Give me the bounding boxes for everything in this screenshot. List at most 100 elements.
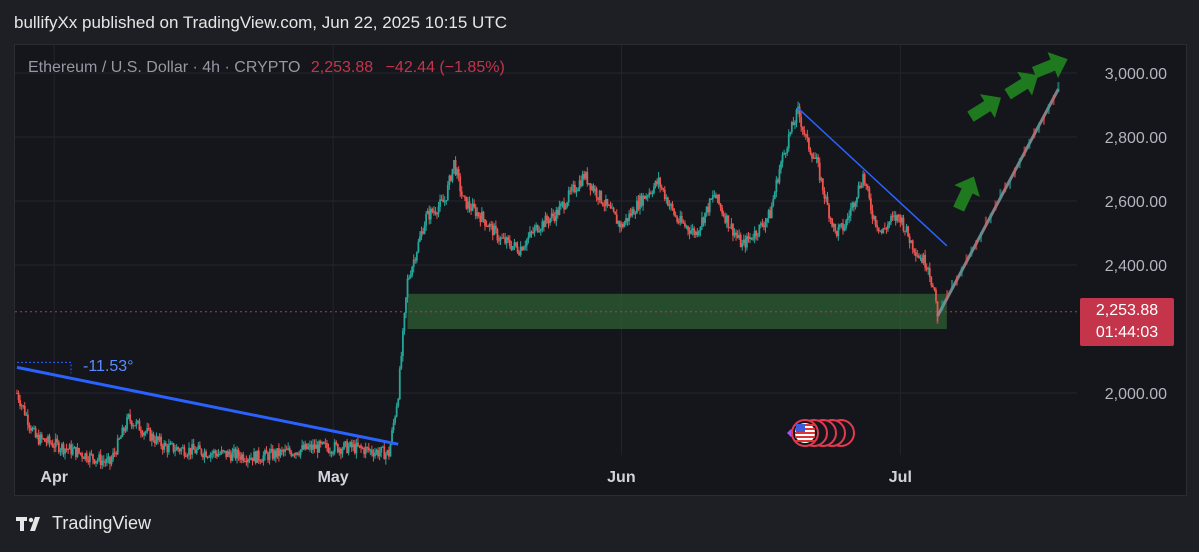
candle-body <box>16 393 18 394</box>
candle-body <box>615 214 618 224</box>
candle-body <box>93 459 96 464</box>
candle-body <box>556 209 559 215</box>
candle-body <box>767 210 770 219</box>
candle-body <box>42 438 45 440</box>
tradingview-logo-icon <box>16 516 40 531</box>
candle-body <box>374 452 376 457</box>
forecast-arrow-icon <box>1032 52 1068 79</box>
candle-body <box>237 449 240 457</box>
candle-body <box>904 230 906 232</box>
candle-body <box>911 240 914 250</box>
candle-body <box>353 444 356 454</box>
chart-area[interactable]: -11.53° 2,000.00 2,400.00 2,600.00 2,800.00… <box>14 44 1187 496</box>
candle-body <box>899 217 902 223</box>
projected-candle <box>975 239 978 250</box>
candle-body <box>219 453 221 455</box>
candle-body <box>524 245 527 248</box>
candle-body <box>651 193 654 195</box>
candle-body <box>897 214 900 218</box>
candle-body <box>831 218 834 227</box>
candle-body <box>660 186 663 189</box>
candle-body <box>688 230 691 234</box>
candle-body <box>422 231 424 234</box>
candle-body <box>705 206 708 213</box>
candle-body <box>739 234 742 248</box>
candle-body <box>414 259 417 261</box>
x-tick-label: Jun <box>607 469 635 486</box>
candle-body <box>437 206 440 214</box>
candle-body <box>28 424 31 428</box>
candle-body <box>614 211 617 215</box>
candle-body <box>23 405 26 416</box>
candle-body <box>749 237 751 239</box>
candle-body <box>863 174 866 184</box>
candle-body <box>618 221 621 228</box>
candle-body <box>346 441 348 453</box>
candle-body <box>510 245 513 250</box>
candle-body <box>253 451 256 462</box>
candle-body <box>485 225 488 227</box>
candle-body <box>250 457 252 460</box>
candle-body <box>921 257 923 263</box>
candle-body <box>891 216 894 218</box>
candle-body <box>859 185 861 188</box>
candle-body <box>818 162 821 181</box>
candle-body <box>790 122 793 132</box>
candle-body <box>609 205 612 209</box>
candle-body <box>811 154 813 159</box>
candle-body <box>305 443 308 449</box>
candle-body <box>634 213 637 215</box>
candle-body <box>541 221 544 230</box>
arrow-shape <box>1032 52 1068 79</box>
candle-body <box>384 453 387 460</box>
candle-body <box>395 406 398 417</box>
candle-body <box>31 428 34 431</box>
candle-body <box>685 226 688 228</box>
candle-body <box>594 188 596 192</box>
candle-body <box>845 220 847 229</box>
candle-body <box>279 449 282 456</box>
projected-candle <box>970 246 973 257</box>
candle-body <box>620 223 623 228</box>
candle-body <box>558 205 561 215</box>
candle-body <box>769 210 772 219</box>
candle-body <box>291 454 294 456</box>
candle-body <box>150 433 153 441</box>
candle-body <box>750 237 753 240</box>
footer-brand[interactable]: TradingView <box>16 513 151 534</box>
candle-body <box>694 231 697 235</box>
candle-body <box>662 188 665 190</box>
candle-body <box>829 218 832 220</box>
candle-body <box>505 237 508 244</box>
candle-body <box>256 450 259 463</box>
candle-body <box>758 224 761 236</box>
candle-body <box>124 429 127 432</box>
candle-body <box>522 247 525 251</box>
candle-body <box>592 185 595 192</box>
candle-body <box>606 199 609 205</box>
candle-body <box>364 447 367 455</box>
candle-body <box>825 196 827 199</box>
candle-body <box>680 216 683 223</box>
candle-body <box>479 216 482 222</box>
projected-candle <box>1033 128 1036 139</box>
candle-body <box>507 237 510 241</box>
candle-body <box>79 452 82 454</box>
price-chart[interactable]: -11.53° 2,000.00 2,400.00 2,600.00 2,800.00… <box>15 45 1188 497</box>
candle-body <box>671 203 674 209</box>
candle-body <box>408 277 410 279</box>
candle-body <box>866 186 869 189</box>
candle-body <box>787 134 790 149</box>
candle-body <box>573 184 576 193</box>
candle-body <box>115 452 118 455</box>
candle-body <box>264 450 266 456</box>
candle-body <box>216 453 218 457</box>
candle-body <box>57 442 60 452</box>
candle-body <box>229 454 232 461</box>
candle-body <box>887 224 889 230</box>
candle-body <box>668 205 671 207</box>
candle-body <box>476 212 479 217</box>
candle-body <box>501 237 503 239</box>
candle-body <box>868 188 871 199</box>
candle-body <box>223 450 226 452</box>
